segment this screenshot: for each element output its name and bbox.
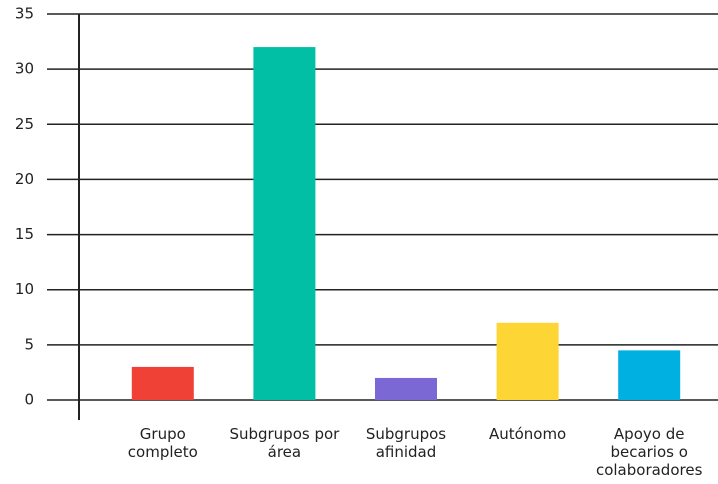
x-tick-label: Apoyo de becarios o colaboradores: [595, 425, 703, 479]
y-tick-label: 15: [15, 225, 34, 243]
x-tick-label: Grupo completo: [127, 425, 198, 461]
bar: [496, 322, 559, 400]
y-tick-label: 5: [24, 335, 34, 353]
y-tick-label: 35: [15, 5, 34, 23]
x-tick-label: Subgrupos por área: [229, 425, 340, 461]
x-tick-label: Subgrupos afinidad: [365, 425, 447, 461]
y-tick-label: 0: [24, 391, 34, 409]
y-tick-label: 10: [15, 280, 34, 298]
y-tick-label: 30: [15, 60, 34, 78]
y-tick-label: 25: [15, 115, 34, 133]
bar: [253, 47, 316, 400]
x-tick-label: Autónomo: [488, 425, 567, 443]
bar: [131, 366, 194, 400]
y-tick-label: 20: [15, 170, 34, 188]
bar: [375, 377, 437, 400]
bar: [618, 350, 681, 400]
